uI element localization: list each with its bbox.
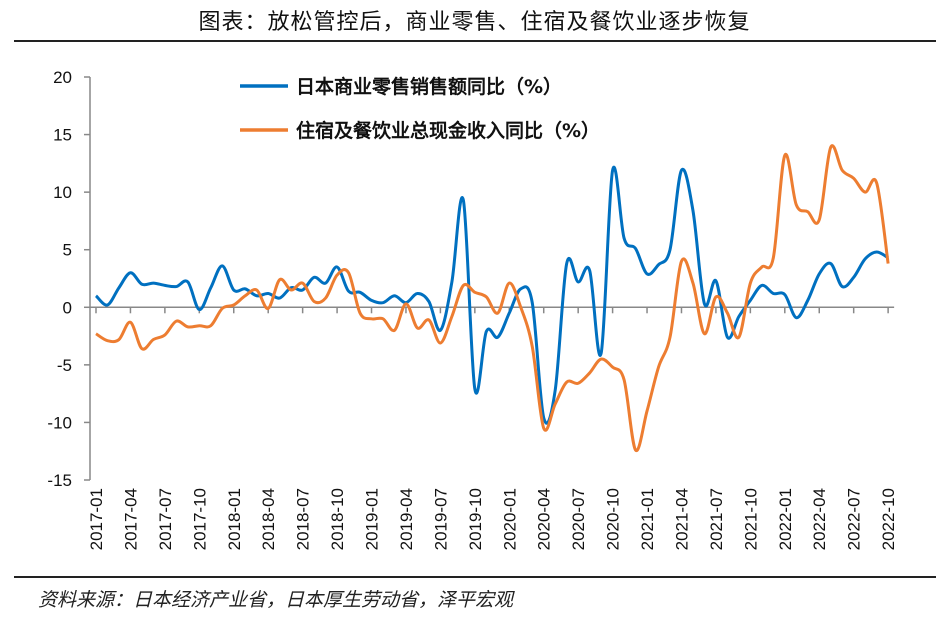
source-note: 资料来源：日本经济产业省，日本厚生劳动省，泽平宏观 — [38, 589, 514, 611]
chart-title: 图表：放松管控后，商业零售、住宿及餐饮业逐步恢复 — [198, 10, 751, 35]
y-tick-label: 10 — [53, 183, 72, 202]
y-tick-label: 15 — [53, 126, 72, 145]
title-rule — [14, 40, 936, 42]
x-tick-label: 2019-10 — [466, 488, 485, 550]
x-tick-label: 2022-01 — [776, 488, 795, 550]
y-axis: 20 15 10 5 0 -5 -10 -15 — [47, 68, 91, 490]
x-tick-label: 2018-10 — [328, 488, 347, 550]
y-tick-label: 0 — [63, 298, 72, 317]
x-tick-label: 2021-04 — [672, 488, 691, 550]
x-tick-label: 2020-04 — [535, 488, 554, 550]
x-tick-label: 2019-04 — [397, 488, 416, 550]
x-tick-label: 2020-10 — [604, 488, 623, 550]
y-tick-label: 20 — [53, 68, 72, 87]
x-axis: 2017-01 2017-04 2017-07 2017-10 2018-01 2018-… — [87, 306, 898, 550]
series-lines — [94, 144, 890, 452]
x-tick-label: 2017-07 — [156, 488, 175, 550]
x-tick-label: 2021-01 — [638, 488, 657, 550]
x-tick-label: 2018-07 — [294, 488, 313, 550]
legend-label: 住宿及餐饮业总现金收入同比（%） — [296, 119, 600, 142]
x-tick-label: 2017-10 — [190, 488, 209, 550]
x-tick-label: 2018-04 — [259, 488, 278, 550]
x-tick-label: 2020-01 — [500, 488, 519, 550]
y-tick-label: -10 — [47, 413, 72, 432]
legend: 日本商业零售销售额同比（%） 住宿及餐饮业总现金收入同比（%） — [240, 75, 600, 142]
x-tick-label: 2017-01 — [87, 488, 106, 550]
footer-rule — [14, 576, 936, 578]
y-tick-label: -15 — [47, 471, 72, 490]
x-tick-label: 2021-07 — [707, 488, 726, 550]
accommodation-food-line — [95, 144, 890, 452]
y-tick-label: 5 — [63, 241, 72, 260]
x-tick-label: 2017-04 — [121, 488, 140, 550]
x-tick-label: 2019-01 — [363, 488, 382, 550]
x-tick-label: 2021-10 — [741, 488, 760, 550]
x-tick-label: 2019-07 — [431, 488, 450, 550]
retail-sales-line — [94, 165, 889, 425]
y-tick-label: -5 — [57, 356, 72, 375]
x-tick-label: 2022-04 — [810, 488, 829, 550]
legend-label: 日本商业零售销售额同比（%） — [296, 75, 562, 98]
x-tick-label: 2022-10 — [879, 488, 898, 550]
x-tick-label: 2018-01 — [225, 488, 244, 550]
x-tick-label: 2020-07 — [569, 488, 588, 550]
x-tick-label: 2022-07 — [845, 488, 864, 550]
